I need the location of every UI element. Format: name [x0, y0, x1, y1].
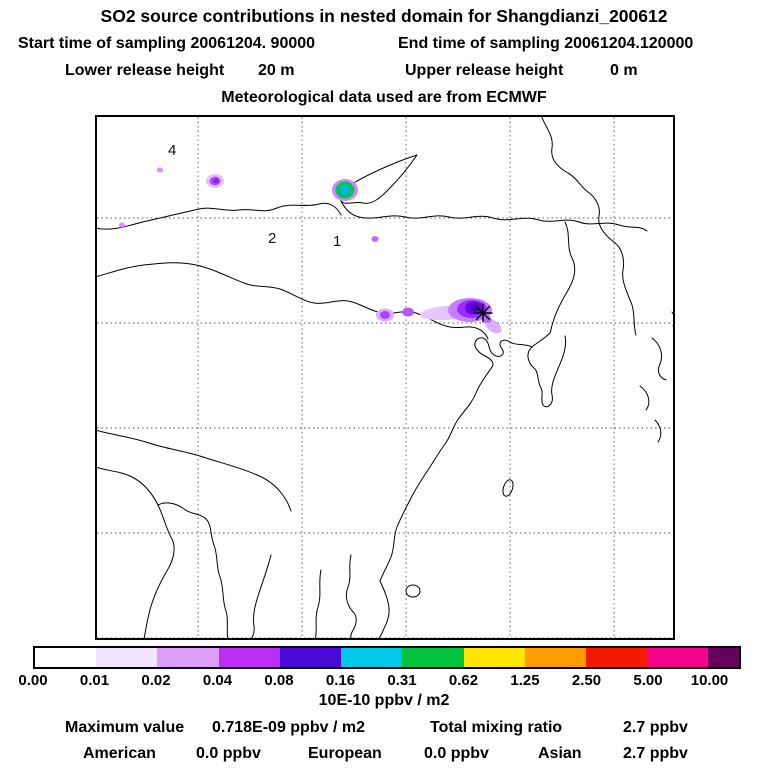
hainan-island	[405, 584, 421, 598]
colorbar-segment	[341, 648, 403, 667]
indochina-coastline	[314, 569, 322, 641]
colorbar-segment	[35, 648, 97, 667]
plume-blob	[119, 222, 125, 228]
colorbar-tick-label: 0.62	[448, 672, 479, 689]
region-asian-label: Asian	[538, 745, 582, 762]
colorbar-tick-label: 5.00	[633, 672, 663, 689]
map-panel: 4 2 1	[94, 114, 675, 641]
region-european-value: 0.0 ppbv	[424, 745, 489, 762]
colorbar-tick-label: 2.50	[571, 672, 602, 689]
region-american-label: American	[83, 745, 156, 762]
receptor-star-marker	[473, 303, 493, 323]
coastline-path	[340, 200, 360, 218]
region-label: 1	[333, 233, 341, 250]
myanmar-coastline	[249, 554, 272, 641]
colorbar-segment	[585, 648, 648, 667]
plume-blob	[213, 178, 219, 184]
coastline-path	[540, 114, 637, 336]
start-time-text: Start time of sampling 20061204. 90000	[18, 35, 316, 52]
region-label: 2	[268, 230, 276, 247]
coastline-path	[358, 215, 648, 232]
colorbar-segment	[708, 648, 740, 667]
colorbar-tick-label: 10.00	[690, 672, 729, 689]
colorbar-segment	[96, 648, 158, 667]
region-american-value: 0.0 ppbv	[196, 745, 261, 762]
japan-coast-fragment	[654, 419, 662, 443]
coastline-path	[94, 202, 342, 230]
colorbar-tick-label: 0.16	[325, 672, 356, 689]
colorbar-segment	[647, 648, 709, 667]
lake-baikal-outline	[339, 154, 418, 204]
india-coastline	[94, 466, 175, 641]
total-mixing-ratio-value: 2.7 ppbv	[623, 719, 688, 736]
japan-coast-fragment	[651, 337, 667, 381]
plume-blob	[380, 311, 390, 319]
region-label: 4	[168, 142, 176, 159]
total-mixing-ratio-label: Total mixing ratio	[430, 719, 563, 736]
himalaya-border	[94, 429, 292, 512]
plume-blob	[371, 236, 379, 242]
colorbar-tick-label: 0.08	[264, 672, 294, 689]
indochina-coastline	[345, 554, 357, 641]
colorbar-tick-label: 0.00	[18, 672, 48, 689]
colorbar-tick-label: 0.04	[202, 672, 233, 689]
colorbar-tick-label: 1.25	[510, 672, 540, 689]
region-label-layer: 4 2 1	[168, 142, 341, 250]
lower-release-height-value: 20 m	[258, 62, 295, 79]
mongolia-china-border	[94, 262, 489, 340]
colorbar-segment	[157, 648, 219, 667]
korea-coastline	[527, 332, 567, 408]
colorbar-segment	[524, 648, 586, 667]
colorbar-segment	[402, 648, 464, 667]
coastlines	[94, 114, 675, 641]
lower-release-height-label: Lower release height	[65, 62, 225, 79]
colorbar-segment	[218, 648, 280, 667]
max-value: 0.718E-09 ppbv / m2	[212, 719, 365, 736]
plume-layer	[119, 167, 502, 334]
upper-release-height-label: Upper release height	[405, 62, 564, 79]
colorbar-segment	[279, 648, 342, 667]
plume-blob	[470, 304, 480, 312]
upper-release-height-value: 0 m	[610, 62, 638, 79]
region-asian-value: 2.7 ppbv	[623, 745, 688, 762]
colorbar-tick-label: 0.02	[141, 672, 171, 689]
colorbar-segment	[463, 648, 525, 667]
max-value-label: Maximum value	[65, 719, 185, 736]
end-time-text: End time of sampling 20061204.120000	[398, 35, 694, 52]
japan-coast-fragment	[639, 385, 650, 411]
met-data-source-text: Meteorological data used are from ECMWF	[221, 89, 547, 106]
bangladesh-coastline	[157, 502, 229, 641]
colorbar-tick-label: 0.01	[79, 672, 110, 689]
taiwan-island	[502, 479, 514, 497]
region-european-label: European	[308, 745, 382, 762]
figure-title: SO2 source contributions in nested domai…	[100, 6, 668, 26]
colorbar-tick-label: 0.31	[387, 672, 417, 689]
plume-blob	[402, 307, 414, 317]
plume-blob	[339, 185, 351, 195]
map-svg: 4 2 1	[94, 114, 675, 641]
bohai-coastline	[474, 337, 533, 368]
coastline-path	[549, 221, 576, 334]
plume-blob	[157, 167, 163, 173]
map-frame	[95, 115, 675, 640]
china-east-coastline	[376, 366, 493, 641]
colorbar-unit-label: 10E-10 ppbv / m2	[318, 692, 450, 709]
colorbar	[33, 646, 741, 669]
graticule-grid	[97, 117, 673, 639]
